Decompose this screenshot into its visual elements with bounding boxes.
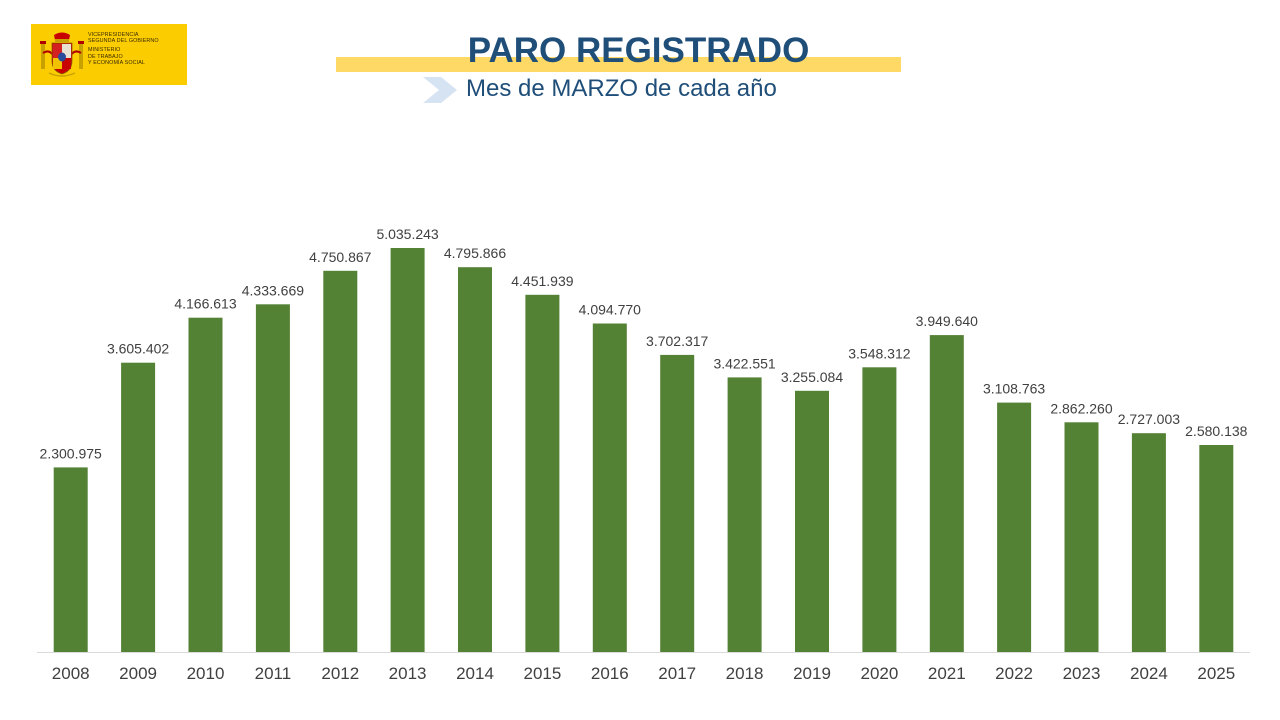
logo-line-5: Y ECONOMÍA SOCIAL (88, 59, 146, 66)
logo-line-4: DE TRABAJO (88, 53, 123, 60)
data-label-2018: 3.422.551 (713, 355, 775, 371)
x-tick-label-2012: 2012 (321, 664, 359, 683)
bar-2018 (727, 377, 762, 652)
x-tick-label-2024: 2024 (1130, 664, 1168, 683)
data-label-2022: 3.108.763 (983, 381, 1045, 397)
x-tick-label-2022: 2022 (995, 664, 1033, 683)
x-tick-label-2019: 2019 (793, 664, 831, 683)
bar-2025 (1199, 445, 1234, 652)
chevron-right-icon (423, 77, 457, 103)
chart-subtitle: Mes de MARZO de cada año (466, 75, 777, 102)
ministry-logo: VICEPRESIDENCIA SEGUNDA DEL GOBIERNO MIN… (31, 24, 187, 85)
bar-2013 (390, 248, 425, 652)
x-tick-label-2014: 2014 (456, 664, 494, 683)
bar-2024 (1131, 433, 1166, 652)
data-label-2014: 4.795.866 (444, 245, 506, 261)
logo-line-1: VICEPRESIDENCIA (88, 32, 139, 38)
x-tick-label-2011: 2011 (255, 664, 292, 683)
bar-2009 (121, 362, 156, 652)
bar-2016 (592, 323, 627, 652)
x-tick-label-2021: 2021 (928, 664, 966, 683)
bar-2019 (795, 390, 829, 652)
data-label-2008: 2.300.975 (40, 445, 102, 461)
data-label-2020: 3.548.312 (848, 345, 910, 361)
bar-2014 (458, 267, 492, 652)
x-tick-label-2018: 2018 (726, 664, 764, 683)
x-tick-label-2008: 2008 (52, 664, 90, 683)
x-tick-label-2020: 2020 (860, 664, 898, 683)
data-label-2017: 3.702.317 (646, 333, 708, 349)
data-label-2024: 2.727.003 (1118, 411, 1180, 427)
data-label-2015: 4.451.939 (511, 273, 573, 289)
data-label-2012: 4.750.867 (309, 249, 371, 265)
bar-2021 (929, 335, 964, 652)
bar-2015 (525, 294, 560, 652)
data-label-2016: 4.094.770 (579, 302, 641, 318)
data-label-2023: 2.862.260 (1050, 400, 1112, 416)
data-label-2025: 2.580.138 (1185, 423, 1247, 439)
x-tick-label-2016: 2016 (591, 664, 629, 683)
bar-2008 (53, 467, 88, 652)
x-tick-label-2010: 2010 (187, 664, 225, 683)
x-tick-label-2017: 2017 (658, 664, 696, 683)
chart-title: PARO REGISTRADO (467, 31, 810, 70)
data-label-2011: 4.333.669 (242, 282, 304, 298)
bar-2020 (862, 367, 897, 652)
bar-2022 (997, 402, 1032, 652)
bar-2017 (660, 354, 695, 652)
bar-2011 (255, 304, 290, 652)
x-tick-label-2009: 2009 (119, 664, 157, 683)
title-highlight-band (336, 57, 901, 72)
x-tick-label-2023: 2023 (1063, 664, 1101, 683)
x-tick-label-2025: 2025 (1197, 664, 1235, 683)
data-label-2013: 5.035.243 (376, 226, 438, 242)
data-label-2019: 3.255.084 (781, 369, 843, 385)
x-tick-label-2013: 2013 (389, 664, 427, 683)
data-label-2009: 3.605.402 (107, 341, 169, 357)
data-label-2010: 4.166.613 (174, 296, 236, 312)
data-label-2021: 3.949.640 (916, 313, 978, 329)
bar-2010 (188, 317, 223, 652)
coat-of-arms-icon (40, 32, 84, 77)
bar-2023 (1064, 422, 1099, 652)
logo-line-2: SEGUNDA DEL GOBIERNO (88, 38, 159, 45)
logo-line-3: MINISTERIO (88, 47, 121, 54)
bar-2012 (323, 270, 358, 652)
x-tick-label-2015: 2015 (523, 664, 561, 683)
ministry-name: VICEPRESIDENCIA SEGUNDA DEL GOBIERNO MIN… (88, 32, 184, 66)
